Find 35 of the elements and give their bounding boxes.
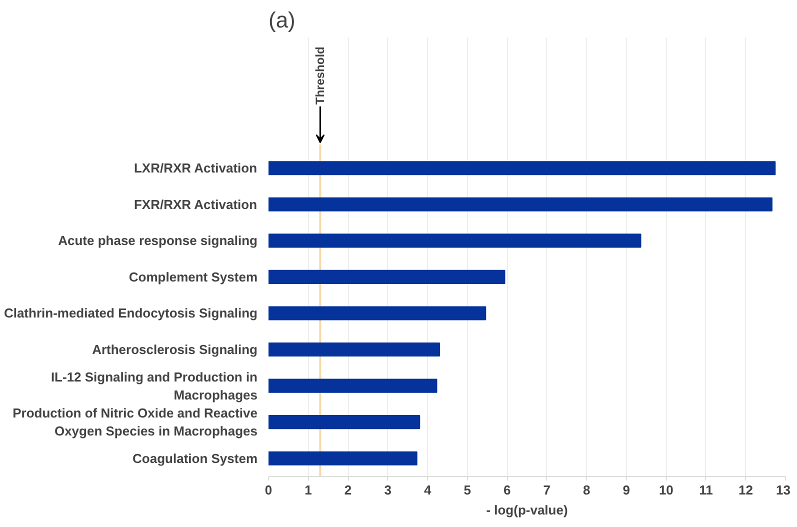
y-tick-label: Complement System	[128, 269, 258, 284]
x-tick-label: 10	[658, 482, 674, 498]
bar	[268, 306, 486, 320]
y-tick-label: IL-12 Signaling and Production in Macrophages	[50, 369, 258, 402]
bar	[268, 451, 418, 466]
x-tick-label: 1	[304, 482, 312, 498]
x-tick-label: 11	[699, 482, 713, 498]
x-tick-label: 7	[543, 482, 551, 498]
x-tick-label: 13	[776, 482, 791, 498]
y-tick-label: FXR/RXR Activation	[134, 196, 258, 212]
y-tick-label: Coagulation System	[132, 450, 258, 466]
bar	[268, 415, 420, 430]
x-axis-title: - log(p-value)	[486, 502, 568, 518]
y-tick-label: Clathrin-mediated Endocytosis Signaling	[4, 306, 258, 321]
y-tick-label: Artherosclerosis Signaling	[92, 342, 258, 358]
bar	[268, 161, 776, 176]
y-tick-label: Production of Nitric Oxide and Reactive Oxygen Species in Macrophages	[12, 406, 258, 439]
x-tick-label: 2	[344, 482, 352, 498]
y-tick-label: Acute phase response signaling	[58, 233, 258, 248]
bar	[268, 342, 440, 357]
x-tick-label: 8	[583, 482, 590, 498]
x-tick-label: 9	[622, 482, 630, 498]
chart-title: (a)	[268, 8, 296, 32]
bar	[268, 234, 642, 248]
bar	[268, 270, 506, 284]
bar	[268, 197, 772, 212]
x-tick-label: 3	[384, 482, 392, 498]
y-tick-label: LXR/RXR Activation	[134, 160, 258, 176]
x-tick-label: 0	[264, 482, 272, 498]
x-tick-label: 5	[464, 482, 471, 498]
ref-line-label: Threshold	[313, 46, 328, 105]
x-tick-label: 4	[424, 482, 432, 498]
bar	[268, 378, 438, 393]
x-tick-label: 12	[738, 482, 753, 498]
x-tick-label: 6	[504, 482, 511, 498]
